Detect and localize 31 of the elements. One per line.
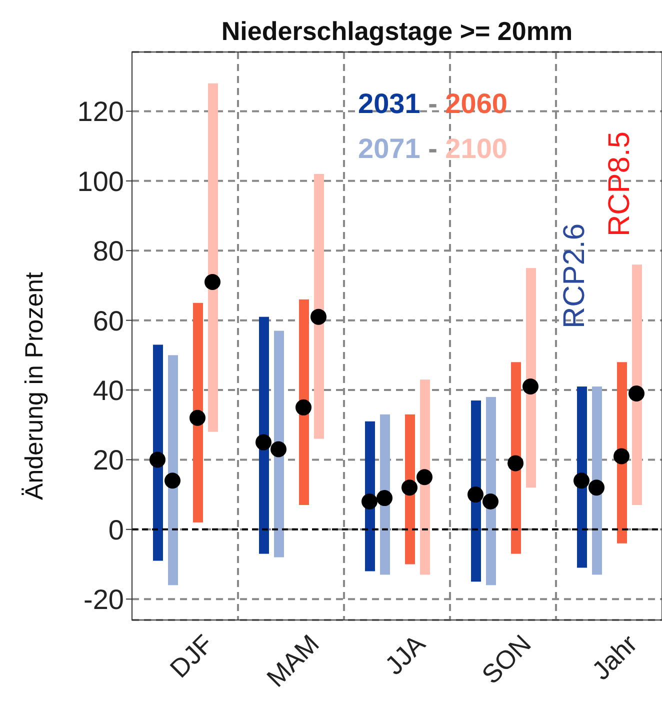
- chart-title: Niederschlagstage >= 20mm: [220, 16, 574, 47]
- annotation: 2071 - 2100: [358, 133, 508, 164]
- annotation: 2031 - 2060: [358, 88, 508, 119]
- bar: [193, 302, 203, 522]
- bar: [259, 316, 269, 554]
- annotation: RCP2.6: [558, 223, 592, 329]
- y-tick-label: 40: [92, 374, 124, 406]
- x-tick-label: Jahr: [586, 628, 644, 686]
- bar: [420, 380, 430, 575]
- bar: [274, 330, 284, 558]
- bar: [208, 83, 218, 432]
- bar: [511, 362, 521, 554]
- bar: [632, 264, 642, 506]
- x-tick-label: JJA: [378, 628, 432, 680]
- y-tick-label: 80: [92, 236, 124, 267]
- y-tick-label: 100: [77, 166, 124, 197]
- y-tick-label: 20: [92, 444, 124, 476]
- annotation: RCP8.5: [603, 131, 637, 237]
- bar: [486, 396, 496, 586]
- y-tick-label: -20: [84, 584, 124, 616]
- y-tick-label: 60: [92, 305, 124, 336]
- bar: [153, 344, 163, 561]
- y-axis-title: Änderung in Prozent: [20, 272, 50, 500]
- y-tick-label: 0: [108, 514, 124, 546]
- bar: [299, 299, 309, 506]
- bar: [314, 174, 324, 439]
- bar: [617, 362, 627, 544]
- bar: [592, 386, 602, 575]
- bar: [168, 355, 178, 586]
- bar: [526, 268, 536, 488]
- y-tick-label: 120: [77, 96, 124, 128]
